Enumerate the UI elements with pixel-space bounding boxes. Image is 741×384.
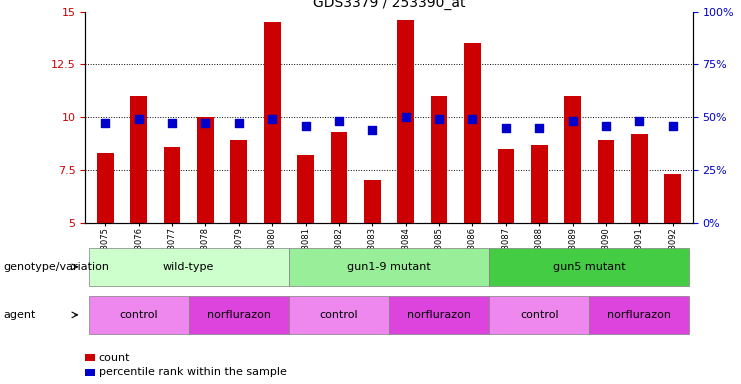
Bar — [565, 96, 581, 223]
Bar — [364, 180, 381, 223]
Bar — [631, 134, 648, 223]
Bar — [264, 22, 281, 223]
Point — [166, 120, 178, 126]
Point — [266, 116, 278, 122]
Bar — [598, 140, 614, 223]
Point — [433, 116, 445, 122]
Point — [567, 118, 579, 124]
Point — [133, 116, 144, 122]
Text: wild-type: wild-type — [163, 262, 214, 272]
Point — [600, 122, 612, 129]
Bar — [497, 149, 514, 223]
Bar — [297, 155, 314, 223]
Point — [366, 127, 378, 133]
Point — [500, 124, 512, 131]
Text: genotype/variation: genotype/variation — [4, 262, 110, 272]
Text: norflurazon: norflurazon — [407, 310, 471, 320]
Bar — [130, 96, 147, 223]
Point — [99, 120, 111, 126]
Point — [534, 124, 545, 131]
Bar — [164, 147, 180, 223]
Bar — [665, 174, 681, 223]
Point — [199, 120, 211, 126]
Point — [299, 122, 311, 129]
Text: gun5 mutant: gun5 mutant — [553, 262, 625, 272]
Point — [333, 118, 345, 124]
Bar — [230, 140, 247, 223]
Text: gun1-9 mutant: gun1-9 mutant — [347, 262, 431, 272]
Text: control: control — [520, 310, 559, 320]
Point — [467, 116, 479, 122]
Text: percentile rank within the sample: percentile rank within the sample — [99, 367, 287, 377]
Text: norflurazon: norflurazon — [608, 310, 671, 320]
Bar — [431, 96, 448, 223]
Text: agent: agent — [4, 310, 36, 320]
Text: control: control — [319, 310, 358, 320]
Point — [233, 120, 245, 126]
Text: control: control — [119, 310, 158, 320]
Bar — [397, 20, 414, 223]
Bar — [97, 153, 113, 223]
Bar — [330, 132, 348, 223]
Text: count: count — [99, 353, 130, 363]
Bar — [464, 43, 481, 223]
Bar — [531, 144, 548, 223]
Point — [667, 122, 679, 129]
Title: GDS3379 / 253390_at: GDS3379 / 253390_at — [313, 0, 465, 10]
Point — [400, 114, 412, 120]
Point — [634, 118, 645, 124]
Bar — [197, 117, 213, 223]
Text: norflurazon: norflurazon — [207, 310, 270, 320]
